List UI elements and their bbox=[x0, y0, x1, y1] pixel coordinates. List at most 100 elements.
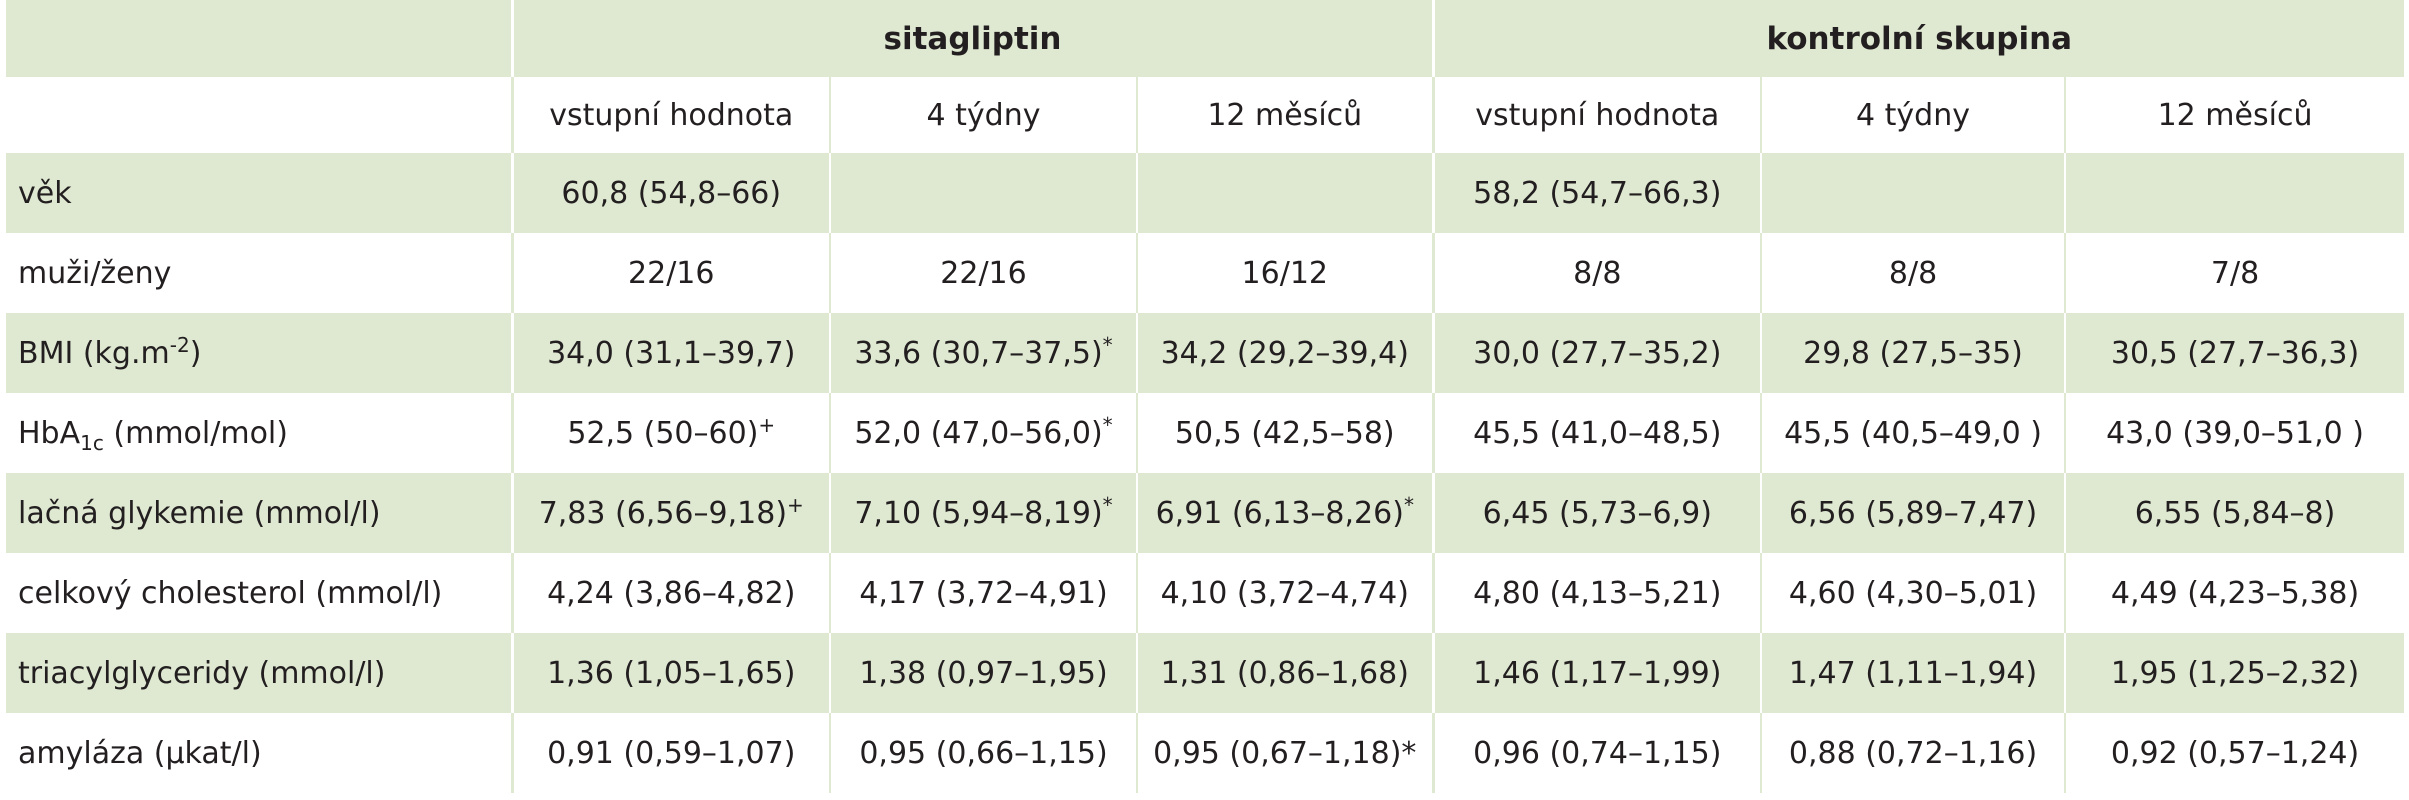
table-cell bbox=[2065, 153, 2405, 233]
cell-value: 58,2 (54,7–66,3) bbox=[1473, 175, 1722, 211]
significance-marker: * bbox=[1102, 332, 1113, 357]
significance-marker: * bbox=[1102, 412, 1113, 437]
corner-cell-sub bbox=[6, 77, 514, 153]
corner-cell bbox=[6, 0, 514, 77]
table-row: amyláza (µkat/l) 0,91 (0,59–1,07) 0,95 (0,… bbox=[6, 713, 2405, 793]
table-cell: 22/16 bbox=[830, 233, 1138, 313]
table-cell: 33,6 (30,7–37,5)* bbox=[830, 313, 1138, 393]
cell-value: 52,0 (47,0–56,0) bbox=[854, 415, 1103, 451]
cell-value: 1,46 (1,17–1,99) bbox=[1473, 655, 1722, 691]
cell-value: 22/16 bbox=[628, 255, 715, 291]
cell-value: 0,92 (0,57–1,24) bbox=[2110, 735, 2360, 771]
table-cell: 52,0 (47,0–56,0)* bbox=[830, 393, 1138, 473]
table-cell: 1,31 (0,86–1,68) bbox=[1137, 633, 1435, 713]
table-cell: 34,2 (29,2–39,4) bbox=[1137, 313, 1435, 393]
row-label-suffix: (mmol/mol) bbox=[103, 415, 288, 451]
cell-value: 22/16 bbox=[940, 255, 1027, 291]
cell-value: 50,5 (42,5–58) bbox=[1174, 415, 1395, 451]
group-header-row: sitagliptin kontrolní skupina bbox=[6, 0, 2405, 77]
cell-value: 29,8 (27,5–35) bbox=[1803, 335, 2023, 371]
cell-value: 6,55 (5,84–8) bbox=[2134, 495, 2336, 531]
table-cell bbox=[1137, 153, 1435, 233]
timepoint-header: 4 týdny bbox=[1761, 77, 2067, 153]
cell-value: 0,95 (0,66–1,15) bbox=[859, 735, 1108, 771]
timepoint-header-row: vstupní hodnota 4 týdny 12 měsíců vstupn… bbox=[6, 77, 2405, 153]
table-cell: 8/8 bbox=[1433, 233, 1763, 313]
table-cell: 7,83 (6,56–9,18)+ bbox=[512, 473, 831, 553]
table-cell: 0,95 (0,67–1,18)* bbox=[1137, 713, 1435, 793]
row-label-text: věk bbox=[18, 175, 72, 211]
table-cell: 7/8 bbox=[2065, 233, 2405, 313]
cell-value: 1,95 (1,25–2,32) bbox=[2110, 655, 2360, 691]
significance-marker: + bbox=[787, 492, 804, 517]
cell-value: 30,5 (27,7–36,3) bbox=[2110, 335, 2360, 371]
timepoint-header: 12 měsíců bbox=[1137, 77, 1435, 153]
table-cell: 6,45 (5,73–6,9) bbox=[1433, 473, 1763, 553]
table-cell: 8/8 bbox=[1761, 233, 2067, 313]
table-cell: 29,8 (27,5–35) bbox=[1761, 313, 2067, 393]
cell-value: 0,95 (0,67–1,18)* bbox=[1153, 735, 1417, 771]
cell-value: 60,8 (54,8–66) bbox=[561, 175, 782, 211]
cell-value: 7/8 bbox=[2210, 255, 2260, 291]
table-cell: 58,2 (54,7–66,3) bbox=[1433, 153, 1763, 233]
cell-value: 6,91 (6,13–8,26) bbox=[1155, 495, 1404, 531]
table-cell: 6,55 (5,84–8) bbox=[2065, 473, 2405, 553]
row-label-text: celkový cholesterol (mmol/l) bbox=[18, 575, 443, 611]
table-cell: 1,36 (1,05–1,65) bbox=[512, 633, 831, 713]
row-label: amyláza (µkat/l) bbox=[6, 713, 514, 793]
cell-value: 43,0 (39,0–51,0 ) bbox=[2106, 415, 2364, 451]
cell-value: 52,5 (50–60) bbox=[567, 415, 759, 451]
table-cell: 60,8 (54,8–66) bbox=[512, 153, 831, 233]
cell-value: 6,56 (5,89–7,47) bbox=[1788, 495, 2038, 531]
table-cell: 1,38 (0,97–1,95) bbox=[830, 633, 1138, 713]
table-cell: 4,10 (3,72–4,74) bbox=[1137, 553, 1435, 633]
table-cell: 45,5 (40,5–49,0 ) bbox=[1761, 393, 2067, 473]
cell-value: 7,10 (5,94–8,19) bbox=[854, 495, 1103, 531]
table-cell: 4,24 (3,86–4,82) bbox=[512, 553, 831, 633]
row-label-text: muži/ženy bbox=[18, 255, 172, 291]
cell-value: 30,0 (27,7–35,2) bbox=[1473, 335, 1722, 371]
table-row: HbA1c (mmol/mol) 52,5 (50–60)+ 52,0 (47,0–… bbox=[6, 393, 2405, 473]
table-cell: 1,95 (1,25–2,32) bbox=[2065, 633, 2405, 713]
table-cell: 1,47 (1,11–1,94) bbox=[1761, 633, 2067, 713]
table-cell: 0,88 (0,72–1,16) bbox=[1761, 713, 2067, 793]
row-label: triacylglyceridy (mmol/l) bbox=[6, 633, 514, 713]
table-cell: 50,5 (42,5–58) bbox=[1137, 393, 1435, 473]
table-cell: 34,0 (31,1–39,7) bbox=[512, 313, 831, 393]
cell-value: 4,60 (4,30–5,01) bbox=[1788, 575, 2038, 611]
cell-value: 8/8 bbox=[1573, 255, 1622, 291]
row-label-text: triacylglyceridy (mmol/l) bbox=[18, 655, 386, 691]
group-header-control: kontrolní skupina bbox=[1433, 0, 2405, 77]
table-row: muži/ženy 22/16 22/16 16/12 8/8 8/8 7/8 bbox=[6, 233, 2405, 313]
table-cell bbox=[1761, 153, 2067, 233]
row-label: BMI (kg.m-2) bbox=[6, 313, 514, 393]
cell-value: 34,0 (31,1–39,7) bbox=[547, 335, 796, 371]
cell-value: 16/12 bbox=[1241, 255, 1328, 291]
row-label: celkový cholesterol (mmol/l) bbox=[6, 553, 514, 633]
table-row: lačná glykemie (mmol/l) 7,83 (6,56–9,18)+… bbox=[6, 473, 2405, 553]
row-label-text: HbA bbox=[18, 415, 81, 451]
cell-value: 4,24 (3,86–4,82) bbox=[547, 575, 796, 611]
row-label-superscript: -2 bbox=[169, 332, 190, 357]
cell-value: 1,47 (1,11–1,94) bbox=[1788, 655, 2038, 691]
table-cell: 22/16 bbox=[512, 233, 831, 313]
timepoint-header: vstupní hodnota bbox=[1433, 77, 1763, 153]
row-label: muži/ženy bbox=[6, 233, 514, 313]
table-row: BMI (kg.m-2) 34,0 (31,1–39,7) 33,6 (30,7–3… bbox=[6, 313, 2405, 393]
significance-marker: * bbox=[1403, 492, 1414, 517]
cell-value: 4,17 (3,72–4,91) bbox=[859, 575, 1108, 611]
table-cell: 4,60 (4,30–5,01) bbox=[1761, 553, 2067, 633]
table-row: věk 60,8 (54,8–66) 58,2 (54,7–66,3) bbox=[6, 153, 2405, 233]
table-row: triacylglyceridy (mmol/l) 1,36 (1,05–1,65… bbox=[6, 633, 2405, 713]
cell-value: 33,6 (30,7–37,5) bbox=[854, 335, 1103, 371]
cell-value: 6,45 (5,73–6,9) bbox=[1482, 495, 1712, 531]
cell-value: 0,91 (0,59–1,07) bbox=[547, 735, 796, 771]
table-cell: 52,5 (50–60)+ bbox=[512, 393, 831, 473]
row-label: věk bbox=[6, 153, 514, 233]
cell-value: 45,5 (40,5–49,0 ) bbox=[1784, 415, 2042, 451]
cell-value: 1,36 (1,05–1,65) bbox=[547, 655, 796, 691]
row-label: HbA1c (mmol/mol) bbox=[6, 393, 514, 473]
table-cell: 30,5 (27,7–36,3) bbox=[2065, 313, 2405, 393]
cell-value: 4,80 (4,13–5,21) bbox=[1473, 575, 1722, 611]
